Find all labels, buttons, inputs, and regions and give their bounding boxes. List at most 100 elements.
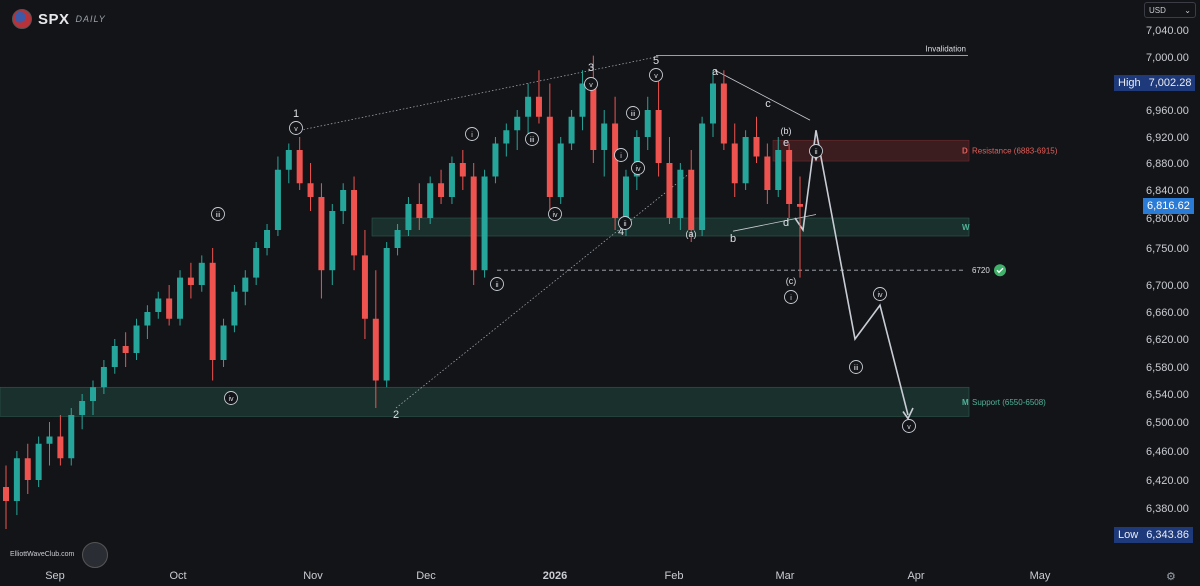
settings-gear-icon[interactable]: ⚙ — [1166, 571, 1176, 583]
wave-label: b — [730, 233, 736, 245]
triangle-bottom-line — [732, 214, 817, 232]
wave-circle-marker — [224, 391, 238, 405]
candle-body — [296, 150, 303, 184]
wave-circled-label: iii — [216, 212, 221, 219]
y-tick-label: 6,500.00 — [1146, 417, 1189, 429]
wave-circled-label: iv — [228, 396, 234, 403]
candle-body — [253, 248, 260, 278]
wave-circled-label: iv — [552, 212, 558, 219]
candle-body — [557, 143, 564, 197]
wave-circled-label: iii — [631, 111, 636, 118]
zone-label: Resistance (6883-6915) — [972, 147, 1058, 156]
currency-button[interactable]: USD ⌄ — [1144, 2, 1196, 18]
candle-body — [590, 83, 597, 150]
wave-circle-marker — [465, 127, 479, 141]
invalidation-label: Invalidation — [926, 45, 966, 54]
candle-body — [329, 211, 336, 271]
candle-body — [264, 230, 271, 248]
candle-body — [459, 163, 466, 177]
wave-circle-marker — [548, 207, 562, 221]
check-mark — [996, 267, 1004, 274]
candle-body — [177, 277, 184, 319]
wave-label: (c) — [786, 276, 797, 286]
candle-body — [318, 197, 325, 271]
triangle-top-line — [714, 69, 811, 121]
candle-body — [514, 116, 521, 131]
candle-body — [394, 230, 401, 248]
candle-body — [427, 183, 434, 218]
wave-circle-marker — [525, 132, 539, 146]
wave-label: 4 — [618, 226, 624, 238]
zone-marker: D — [962, 147, 968, 156]
wave-circle-marker — [849, 360, 863, 374]
wave-label: a — [712, 66, 719, 78]
y-tick-label: 6,880.00 — [1146, 158, 1189, 170]
candle-body — [709, 83, 716, 124]
candle-body — [351, 190, 358, 256]
candle-body — [122, 346, 129, 353]
x-tick-label: 2026 — [543, 570, 567, 582]
candle-body — [111, 346, 118, 367]
y-tick-label: 6,540.00 — [1146, 389, 1189, 401]
candle-body — [448, 163, 455, 197]
candle-body — [155, 298, 162, 312]
timeframe-label: DAILY — [75, 14, 106, 24]
x-tick-label: Feb — [665, 570, 684, 582]
low-label: Low — [1118, 529, 1139, 541]
low-value: 6,343.86 — [1146, 529, 1190, 541]
wave-circled-label: ii — [814, 149, 818, 156]
check-circle-icon — [994, 264, 1006, 277]
high-tag: High 7,002.28 — [1114, 75, 1196, 91]
candle-body — [535, 96, 542, 117]
candle-body — [742, 137, 749, 184]
wave-circled-label: v — [907, 424, 911, 431]
candle-body — [198, 262, 205, 285]
candle-body — [699, 123, 706, 230]
candle-body — [622, 176, 629, 218]
candle-body — [46, 436, 53, 444]
candle-body — [612, 123, 619, 218]
wave-circled-label: i — [790, 295, 792, 302]
x-tick-label: Nov — [303, 570, 323, 582]
level-6720-label: 6720 — [972, 266, 990, 275]
y-tick-label: 6,840.00 — [1146, 185, 1189, 197]
wave-label: e — [783, 137, 789, 149]
candle-body — [503, 130, 510, 144]
candle-body — [383, 248, 390, 381]
wave-label: 1 — [293, 108, 299, 120]
wave-circle-marker — [809, 144, 823, 158]
symbol-name: SPX — [38, 10, 70, 28]
candle-body — [274, 169, 281, 230]
candle-body — [720, 83, 727, 144]
candle-body — [688, 169, 695, 230]
candle-body — [797, 204, 803, 207]
wave-circled-label: i — [620, 153, 622, 160]
candle-body — [666, 163, 673, 218]
y-tick-label: 6,700.00 — [1146, 280, 1189, 292]
x-tick-label: Dec — [416, 570, 436, 582]
candle-body — [100, 367, 107, 388]
wave-circle-marker — [649, 68, 663, 82]
candle-body — [416, 204, 423, 218]
wave-circle-marker — [289, 121, 303, 135]
last-price-value: 6,816.62 — [1147, 200, 1190, 212]
y-tick-label: 6,380.00 — [1146, 503, 1189, 515]
candle-body — [144, 312, 151, 326]
wave-circled-label: v — [654, 73, 658, 80]
wave-circle-marker — [584, 77, 598, 91]
candle-body — [24, 458, 31, 480]
symbol-header: SPX DAILY — [12, 9, 106, 29]
candle-body — [220, 325, 227, 360]
chevron-down-icon: ⌄ — [1184, 5, 1191, 15]
candle-body — [405, 204, 412, 230]
high-label: High — [1118, 77, 1141, 89]
candle-body — [633, 137, 640, 177]
wave-circled-label: ii — [623, 221, 627, 228]
wave-circled-label: v — [589, 82, 593, 89]
zone-label: Support (6550-6508) — [972, 398, 1046, 407]
zone-marker: W — [962, 223, 970, 232]
candle-body — [285, 150, 292, 170]
lower-trendline — [395, 169, 695, 409]
candle-body — [644, 110, 651, 137]
